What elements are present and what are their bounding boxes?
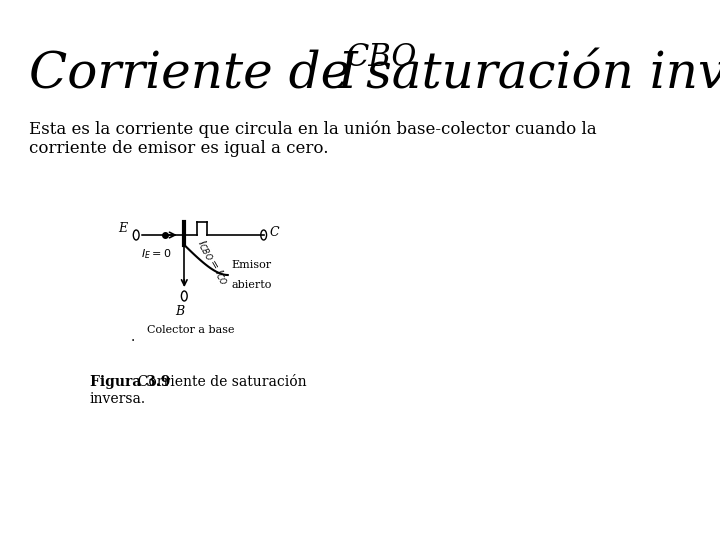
Text: $I_E = 0$: $I_E = 0$ bbox=[141, 247, 171, 261]
Text: CBO: CBO bbox=[346, 42, 417, 73]
Text: Colector a base: Colector a base bbox=[148, 325, 235, 335]
Text: .: . bbox=[131, 330, 135, 344]
Text: I: I bbox=[337, 50, 357, 99]
Text: Figura 3.9: Figura 3.9 bbox=[90, 375, 170, 389]
Text: Esta es la corriente que circula en la unión base-colector cuando la: Esta es la corriente que circula en la u… bbox=[29, 120, 597, 138]
Text: B: B bbox=[175, 305, 184, 318]
Text: inversa.: inversa. bbox=[90, 392, 146, 406]
Text: E: E bbox=[118, 221, 127, 234]
Text: abierto: abierto bbox=[232, 280, 272, 290]
Text: Corriente de saturación: Corriente de saturación bbox=[129, 375, 306, 389]
Text: Emisor: Emisor bbox=[232, 260, 272, 270]
Text: Corriente de saturación inversa: Corriente de saturación inversa bbox=[29, 50, 720, 99]
Text: corriente de emisor es igual a cero.: corriente de emisor es igual a cero. bbox=[29, 140, 328, 157]
Text: $I_{CBO} = I_{CO}$: $I_{CBO} = I_{CO}$ bbox=[194, 237, 231, 287]
Text: C: C bbox=[269, 226, 279, 239]
